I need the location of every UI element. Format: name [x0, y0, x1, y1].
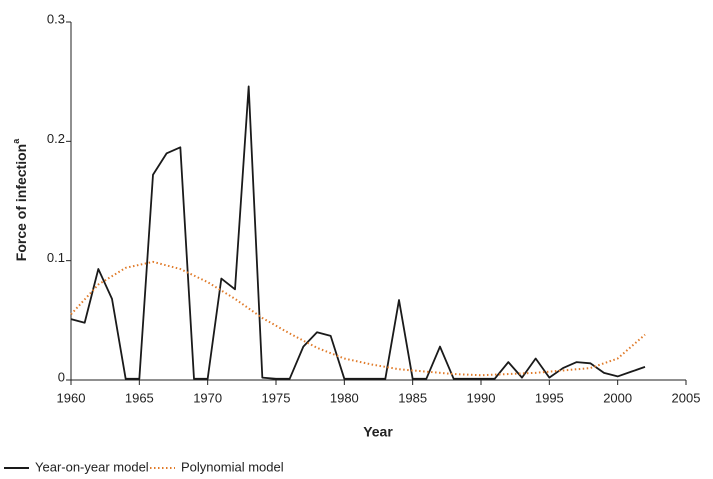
y-tick-label: 0.2 [47, 131, 65, 146]
y-axis-label-note: a [11, 138, 21, 144]
y-tick-label: 0 [58, 369, 65, 384]
series-line [70, 85, 646, 380]
x-tick-label: 1960 [57, 390, 86, 405]
x-tick-label: 1990 [467, 390, 496, 405]
x-tick-label: 2005 [672, 390, 701, 405]
x-tick-label: 2000 [603, 390, 632, 405]
x-tick-label: 1970 [193, 390, 222, 405]
x-tick-label: 1975 [262, 390, 291, 405]
x-axis-label: Year [363, 424, 393, 440]
x-tick-label: 1985 [398, 390, 427, 405]
y-tick-label: 0.3 [47, 11, 65, 26]
legend-label: Polynomial model [181, 459, 284, 474]
legend-label: Year-on-year model [35, 459, 149, 474]
y-tick-label: 0.1 [47, 250, 65, 265]
series-line [70, 260, 646, 377]
x-tick-label: 1995 [535, 390, 564, 405]
y-axis-label-text: Force of infection [13, 144, 29, 261]
x-tick-label: 1965 [125, 390, 154, 405]
x-tick-label: 1980 [330, 390, 359, 405]
y-axis-label: Force of infectiona [11, 138, 28, 261]
